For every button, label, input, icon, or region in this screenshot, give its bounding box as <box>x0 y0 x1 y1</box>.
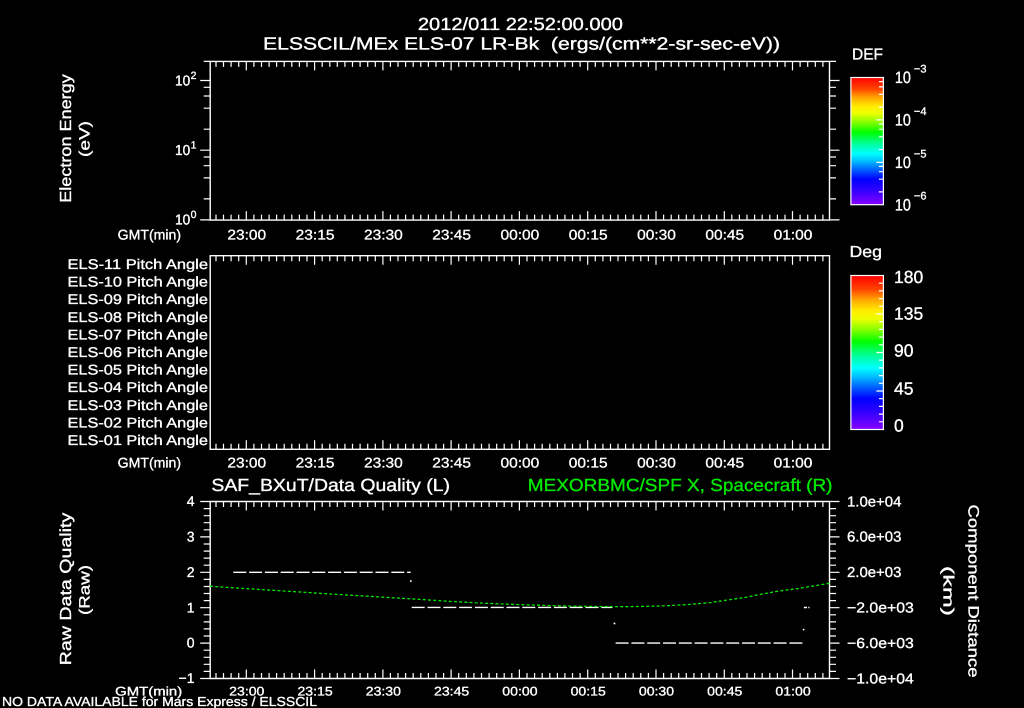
svg-text:23:15: 23:15 <box>296 226 335 242</box>
svg-text:−5: −5 <box>914 148 927 160</box>
svg-text:GMT(min): GMT(min) <box>118 455 182 471</box>
svg-text:00:15: 00:15 <box>571 685 606 699</box>
svg-text:00:00: 00:00 <box>501 455 540 471</box>
svg-text:23:30: 23:30 <box>364 455 403 471</box>
svg-text:00:00: 00:00 <box>502 685 537 699</box>
svg-text:ELS-05 Pitch Angle: ELS-05 Pitch Angle <box>68 362 209 378</box>
svg-text:23:00: 23:00 <box>227 455 266 471</box>
svg-text:00:30: 00:30 <box>637 226 676 242</box>
svg-text:Component Distance: Component Distance <box>965 505 982 678</box>
svg-text:00:00: 00:00 <box>501 226 540 242</box>
svg-text:00:45: 00:45 <box>705 455 744 471</box>
svg-text:GMT(min): GMT(min) <box>118 226 182 242</box>
svg-text:Electron Energy: Electron Energy <box>58 74 75 203</box>
svg-text:ELS-06 Pitch Angle: ELS-06 Pitch Angle <box>68 344 209 360</box>
svg-text:SAF_BXuT/Data Quality (L): SAF_BXuT/Data Quality (L) <box>211 475 450 495</box>
svg-text:ELS-04 Pitch Angle: ELS-04 Pitch Angle <box>68 379 209 395</box>
svg-text:ELSSCIL/MEx ELS-07 LR-Bk (erg: ELSSCIL/MEx ELS-07 LR-Bk (ergs/(cm**2-sr… <box>263 34 780 54</box>
svg-text:MEXORBMC/SPF X, Spacecraft (R): MEXORBMC/SPF X, Spacecraft (R) <box>528 475 833 495</box>
svg-text:Raw Data Quality: Raw Data Quality <box>58 513 75 666</box>
svg-text:−4: −4 <box>914 106 927 118</box>
svg-text:10: 10 <box>895 196 911 214</box>
svg-text:6.0e+03: 6.0e+03 <box>847 530 901 546</box>
svg-text:−6.0e+03: −6.0e+03 <box>847 636 914 652</box>
svg-text:1: 1 <box>187 599 195 615</box>
svg-text:1: 1 <box>191 140 197 152</box>
svg-text:GMT(min): GMT(min) <box>115 685 182 699</box>
svg-text:(eV): (eV) <box>77 121 94 157</box>
svg-text:180: 180 <box>894 267 923 287</box>
svg-text:00:15: 00:15 <box>569 455 608 471</box>
svg-text:ELS-11 Pitch Angle: ELS-11 Pitch Angle <box>68 256 209 272</box>
svg-text:00:30: 00:30 <box>639 685 674 699</box>
svg-text:2012/011 22:52:00.000: 2012/011 22:52:00.000 <box>418 14 623 34</box>
svg-text:4: 4 <box>187 493 195 509</box>
svg-text:01:00: 01:00 <box>775 685 810 699</box>
svg-text:10: 10 <box>895 69 911 87</box>
svg-text:0: 0 <box>894 416 904 436</box>
svg-text:−2.0e+03: −2.0e+03 <box>847 601 914 617</box>
svg-text:01:00: 01:00 <box>774 455 813 471</box>
svg-text:23:45: 23:45 <box>432 226 471 242</box>
svg-text:(Raw): (Raw) <box>77 565 94 615</box>
svg-text:ELS-09 Pitch Angle: ELS-09 Pitch Angle <box>68 291 209 307</box>
svg-text:0: 0 <box>191 209 197 221</box>
svg-text:90: 90 <box>894 341 914 361</box>
svg-text:00:30: 00:30 <box>637 455 676 471</box>
svg-text:10: 10 <box>175 73 190 89</box>
svg-text:ELS-08 Pitch Angle: ELS-08 Pitch Angle <box>68 309 209 325</box>
svg-text:ELS-03 Pitch Angle: ELS-03 Pitch Angle <box>68 397 209 413</box>
svg-text:00:45: 00:45 <box>707 685 742 699</box>
svg-text:2: 2 <box>191 70 197 82</box>
svg-text:10: 10 <box>895 154 911 172</box>
svg-text:−6: −6 <box>914 191 927 203</box>
svg-text:00:45: 00:45 <box>705 226 744 242</box>
svg-text:ELS-07 Pitch Angle: ELS-07 Pitch Angle <box>68 326 209 342</box>
svg-text:23:30: 23:30 <box>364 226 403 242</box>
svg-text:1.0e+04: 1.0e+04 <box>847 494 901 510</box>
svg-text:23:15: 23:15 <box>296 455 335 471</box>
svg-text:ELS-10 Pitch Angle: ELS-10 Pitch Angle <box>68 274 209 290</box>
svg-text:−3: −3 <box>914 64 927 76</box>
svg-text:23:15: 23:15 <box>297 685 332 699</box>
svg-text:10: 10 <box>175 213 190 229</box>
svg-text:−1.0e+04: −1.0e+04 <box>847 671 914 687</box>
svg-text:23:45: 23:45 <box>434 685 469 699</box>
svg-text:2: 2 <box>187 564 195 580</box>
svg-text:3: 3 <box>187 529 195 545</box>
svg-text:23:00: 23:00 <box>227 226 266 242</box>
svg-text:DEF: DEF <box>852 47 883 64</box>
svg-text:0: 0 <box>187 635 195 651</box>
svg-text:ELS-01 Pitch Angle: ELS-01 Pitch Angle <box>68 432 209 448</box>
svg-text:−1: −1 <box>179 670 195 686</box>
svg-text:00:15: 00:15 <box>569 226 608 242</box>
svg-text:23:30: 23:30 <box>366 685 401 699</box>
svg-text:ELS-02 Pitch Angle: ELS-02 Pitch Angle <box>68 414 209 430</box>
svg-text:10: 10 <box>175 143 190 159</box>
svg-text:45: 45 <box>894 379 913 399</box>
svg-text:2.0e+03: 2.0e+03 <box>847 565 901 581</box>
svg-text:10: 10 <box>895 112 911 130</box>
svg-text:23:45: 23:45 <box>432 455 471 471</box>
svg-text:(km): (km) <box>940 566 957 616</box>
svg-text:NO DATA AVAILABLE for Mars Exp: NO DATA AVAILABLE for Mars Express / ELS… <box>2 694 317 708</box>
svg-text:01:00: 01:00 <box>774 226 813 242</box>
svg-text:135: 135 <box>894 304 923 324</box>
svg-text:Deg: Deg <box>850 244 883 261</box>
svg-text:23:00: 23:00 <box>229 685 264 699</box>
